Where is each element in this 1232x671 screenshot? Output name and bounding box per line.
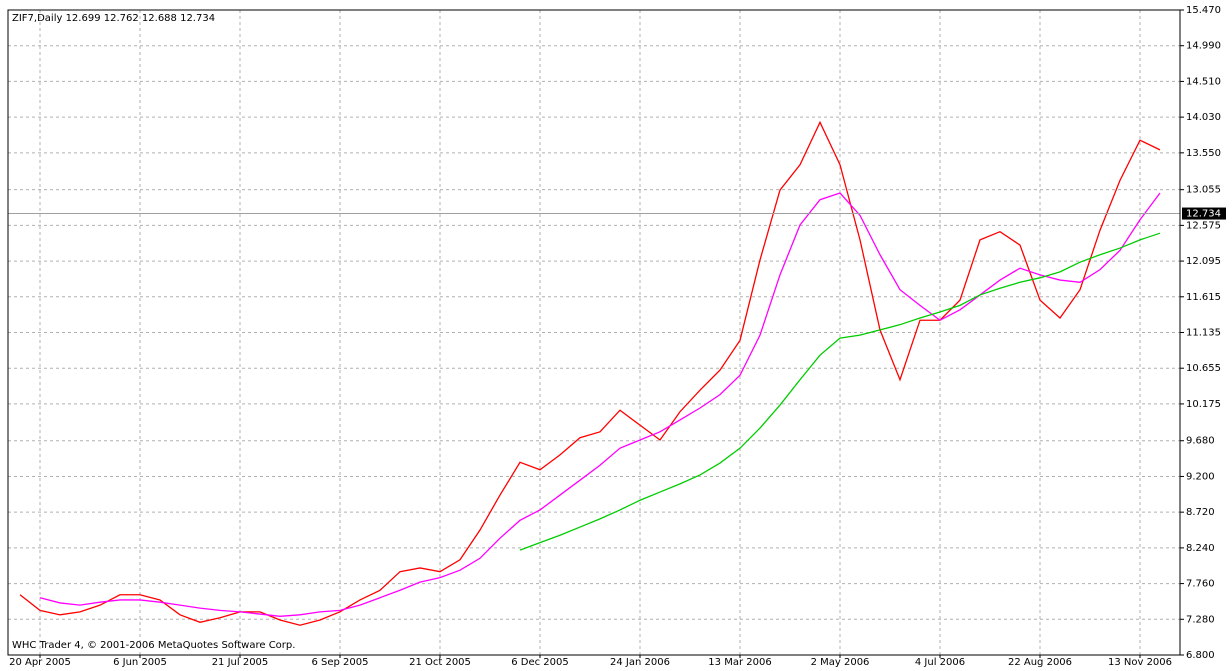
x-tick-label: 20 Apr 2005 <box>9 657 71 667</box>
y-tick-label: 9.680 <box>1186 436 1215 447</box>
y-tick-label: 10.655 <box>1186 363 1221 374</box>
x-tick-label: 22 Aug 2006 <box>1008 657 1072 667</box>
ma-line <box>519 232 1161 551</box>
y-tick-label: 11.615 <box>1186 292 1221 303</box>
x-tick-label: 21 Jul 2005 <box>212 657 269 667</box>
y-tick-label: 14.990 <box>1186 41 1221 52</box>
y-tick-label: 12.575 <box>1186 220 1221 231</box>
y-tick-label: 14.510 <box>1186 76 1221 87</box>
y-tick-label: 7.760 <box>1186 579 1215 590</box>
x-tick-label: 6 Sep 2005 <box>311 657 368 667</box>
y-tick-label: 10.175 <box>1186 399 1221 410</box>
plot <box>8 120 1180 626</box>
y-tick-label: 7.280 <box>1186 614 1215 625</box>
y-tick-label: 14.030 <box>1186 112 1221 123</box>
ma-line <box>19 120 1161 626</box>
x-tick-label: 13 Nov 2006 <box>1108 657 1172 667</box>
last-price-box <box>1182 207 1226 220</box>
y-tick-label: 13.055 <box>1186 185 1221 196</box>
copyright: WHC Trader 4, © 2001-2006 MetaQuotes Sof… <box>12 640 295 651</box>
x-tick-label: 4 Jul 2006 <box>915 657 965 667</box>
y-tick-label: 11.135 <box>1186 328 1221 339</box>
x-tick-label: 13 Mar 2006 <box>708 657 771 667</box>
x-tick-label: 21 Oct 2005 <box>409 657 471 667</box>
y-tick-label: 8.240 <box>1186 543 1215 554</box>
y-tick-label: 13.550 <box>1186 148 1221 159</box>
x-tick-label: 6 Jun 2005 <box>113 657 167 667</box>
y-tick-label: 9.200 <box>1186 471 1215 482</box>
y-tick-label: 8.720 <box>1186 507 1215 518</box>
x-tick-label: 24 Jan 2006 <box>610 657 670 667</box>
chart-title: ZIF7,Daily 12.699 12.762 12.688 12.734 <box>12 13 215 24</box>
x-tick-label: 6 Dec 2005 <box>511 657 569 667</box>
y-tick-label: 6.800 <box>1186 650 1215 661</box>
y-tick-label: 12.095 <box>1186 256 1221 267</box>
y-tick-label: 15.470 <box>1186 5 1221 16</box>
last-price-label: 12.734 <box>1186 209 1221 220</box>
ma-line <box>39 192 1161 617</box>
x-tick-label: 2 May 2006 <box>811 657 870 667</box>
